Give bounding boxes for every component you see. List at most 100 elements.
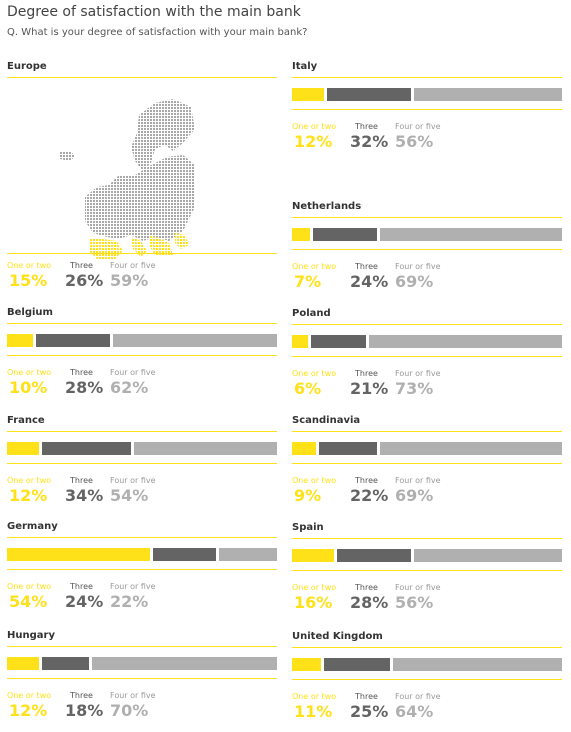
panel-title: Italy — [292, 61, 562, 78]
legend-label-one-or-two: One or two — [292, 476, 337, 485]
legend-label-four-or-five: Four or five — [110, 261, 156, 270]
data-label-three: 24% — [65, 592, 104, 611]
bar-segment-one-or-two — [292, 88, 324, 101]
panel-poland: Poland One or two Three Four or five 6% 21% 73… — [292, 308, 562, 400]
divider — [292, 570, 562, 571]
map-shape — [131, 237, 147, 257]
bar-segment-one-or-two — [292, 228, 311, 241]
legend-label-three: Three — [70, 261, 93, 270]
bar-segment-three — [326, 88, 412, 101]
bar-segment-one-or-two — [292, 658, 322, 671]
panel-hungary: Hungary One or two Three Four or five 12% 18%… — [7, 630, 277, 722]
data-label-three: 28% — [350, 593, 389, 612]
page-title: Degree of satisfaction with the main ban… — [7, 4, 301, 20]
bar-segment-four-or-five — [379, 228, 562, 241]
legend-label-four-or-five: Four or five — [395, 583, 441, 592]
legend-label-four-or-five: Four or five — [395, 369, 441, 378]
bar-segment-one-or-two — [7, 548, 150, 561]
bar-segment-one-or-two — [7, 334, 34, 347]
data-label-four-or-five: 54% — [110, 486, 149, 505]
legend-label-one-or-two: One or two — [292, 692, 337, 701]
divider — [7, 569, 277, 570]
data-label-four-or-five: 64% — [395, 702, 434, 721]
panel-title: Hungary — [7, 630, 277, 647]
legend-label-three: Three — [355, 692, 378, 701]
data-label-one-or-two: 7% — [294, 272, 322, 291]
panel-title: Spain — [292, 522, 562, 539]
legend-label-one-or-two: One or two — [7, 368, 52, 377]
bar-segment-one-or-two — [7, 657, 39, 670]
legend-label-four-or-five: Four or five — [395, 476, 441, 485]
data-label-four-or-five: 69% — [395, 486, 434, 505]
divider — [7, 253, 277, 254]
data-label-three: 25% — [350, 702, 389, 721]
legend-label-three: Three — [355, 122, 378, 131]
legend-label-three: Three — [70, 691, 93, 700]
panel-title: Belgium — [7, 307, 277, 324]
legend-label-one-or-two: One or two — [292, 262, 337, 271]
legend-label-three: Three — [70, 582, 93, 591]
data-label-one-or-two: 12% — [294, 132, 333, 151]
legend-label-three: Three — [355, 583, 378, 592]
bar-segment-four-or-five — [369, 335, 562, 348]
data-label-four-or-five: 56% — [395, 132, 434, 151]
data-label-three: 18% — [65, 701, 104, 720]
data-label-three: 34% — [65, 486, 104, 505]
stacked-bar — [292, 228, 562, 241]
bar-segment-three — [41, 657, 90, 670]
map-shape — [89, 239, 123, 259]
data-label-three: 22% — [350, 486, 389, 505]
stacked-bar — [292, 335, 562, 348]
bar-segment-four-or-five — [414, 88, 562, 101]
data-label-one-or-two: 11% — [294, 702, 333, 721]
panel-title: United Kingdom — [292, 631, 562, 648]
legend-label-three: Three — [70, 368, 93, 377]
panel-italy: Italy One or two Three Four or five 12% 32% 56… — [292, 61, 562, 153]
bar-segment-three — [318, 442, 377, 455]
data-label-one-or-two: 15% — [9, 271, 48, 290]
data-label-four-or-five: 59% — [110, 271, 149, 290]
panel-netherlands: Netherlands One or two Three Four or five 7%… — [292, 201, 562, 293]
bar-segment-four-or-five — [414, 549, 562, 562]
panel-title: France — [7, 415, 277, 432]
stacked-bar — [292, 88, 562, 101]
stacked-bar — [7, 334, 277, 347]
panel-europe: Europe One or two Three Four or five 15% 26% 5… — [7, 61, 277, 293]
bar-segment-four-or-five — [218, 548, 277, 561]
bar-segment-one-or-two — [7, 442, 39, 455]
legend-label-four-or-five: Four or five — [395, 692, 441, 701]
panel-belgium: Belgium One or two Three Four or five 10% 28%… — [7, 307, 277, 399]
data-label-three: 26% — [65, 271, 104, 290]
legend-label-four-or-five: Four or five — [395, 262, 441, 271]
divider — [7, 463, 277, 464]
legend-label-one-or-two: One or two — [292, 369, 337, 378]
legend-label-one-or-two: One or two — [292, 583, 337, 592]
legend-label-four-or-five: Four or five — [110, 368, 156, 377]
data-label-one-or-two: 16% — [294, 593, 333, 612]
map-shape — [175, 233, 189, 249]
legend-label-one-or-two: One or two — [292, 122, 337, 131]
data-label-four-or-five: 73% — [395, 379, 434, 398]
data-label-four-or-five: 70% — [110, 701, 149, 720]
divider — [292, 109, 562, 110]
bar-segment-one-or-two — [292, 335, 308, 348]
legend-label-three: Three — [355, 262, 378, 271]
bar-segment-three — [41, 442, 132, 455]
stacked-bar — [7, 657, 277, 670]
legend-label-one-or-two: One or two — [7, 261, 52, 270]
legend-label-four-or-five: Four or five — [395, 122, 441, 131]
panel-germany: Germany One or two Three Four or five 54% 24%… — [7, 521, 277, 613]
data-label-one-or-two: 54% — [9, 592, 48, 611]
data-label-three: 32% — [350, 132, 389, 151]
data-label-one-or-two: 12% — [9, 701, 48, 720]
legend-label-four-or-five: Four or five — [110, 582, 156, 591]
europe-map-icon — [59, 99, 195, 259]
divider — [7, 678, 277, 679]
stacked-bar — [7, 442, 277, 455]
legend-label-one-or-two: One or two — [7, 582, 52, 591]
data-label-four-or-five: 62% — [110, 378, 149, 397]
data-label-four-or-five: 22% — [110, 592, 149, 611]
map-shape — [85, 155, 195, 241]
panel-united-kingdom: United Kingdom One or two Three Four or fiv… — [292, 631, 562, 723]
stacked-bar — [292, 658, 562, 671]
